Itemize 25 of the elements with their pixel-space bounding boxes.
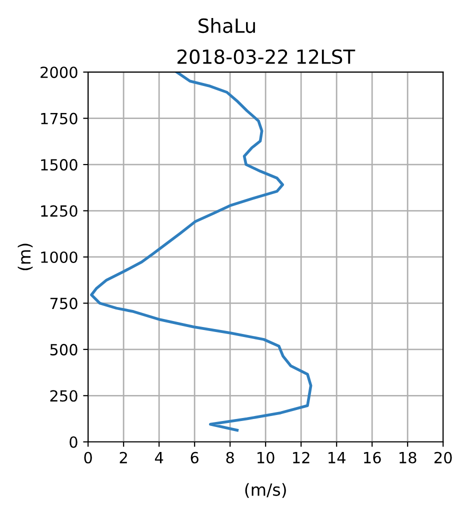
x-tick-label: 6 (190, 452, 198, 464)
y-tick-label: 250 (50, 390, 78, 402)
x-tick-label: 20 (434, 452, 452, 464)
x-tick-label: 14 (328, 452, 346, 464)
y-tick-label: 0 (70, 436, 78, 448)
line-series (90, 72, 312, 432)
x-tick-label: 0 (84, 452, 92, 464)
x-tick-label: 10 (258, 452, 274, 464)
x-tick-label: 4 (154, 452, 164, 464)
x-tick-label: 16 (364, 452, 381, 464)
y-tick-label: 2000 (40, 66, 78, 78)
y-tick-label: 1000 (41, 251, 78, 264)
y-tick-label: 500 (50, 344, 78, 356)
chart-title: ShaLu (198, 18, 255, 34)
x-tick-label: 12 (293, 452, 310, 464)
chart-subtitle: 2018-03-22 12LST (178, 49, 356, 64)
y-tick-label: 750 (50, 298, 78, 310)
y-tick-label: 1750 (41, 112, 78, 124)
y-axis-title: (m) (18, 244, 33, 270)
x-tick-label: 2 (120, 452, 127, 464)
y-tick-label: 1250 (41, 205, 78, 217)
x-tick-label: 18 (400, 452, 416, 464)
x-axis-title: (m/s) (245, 483, 286, 498)
y-tick-label: 1500 (41, 159, 78, 171)
x-tick-label: 8 (226, 452, 234, 464)
